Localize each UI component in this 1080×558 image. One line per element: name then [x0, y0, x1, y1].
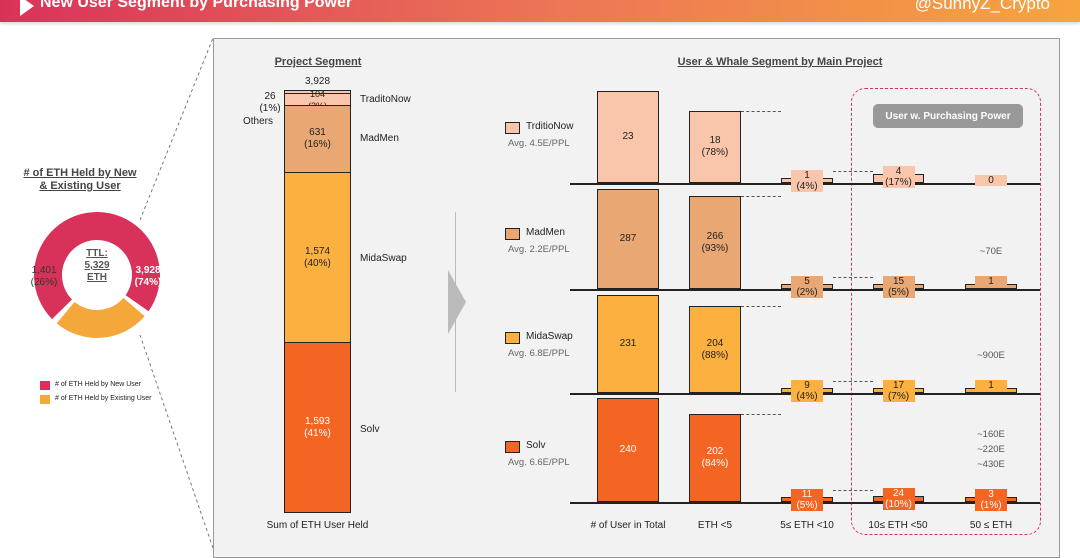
donut-chart	[34, 212, 160, 338]
connector-line	[741, 414, 781, 416]
legend-swatch	[505, 441, 520, 453]
header-bar: New User Segment by Purchasing Power @Su…	[0, 0, 1080, 22]
legend-swatch	[505, 332, 520, 344]
category-label: 50 ≤ ETH	[969, 520, 1013, 531]
bar: 266 (93%)	[689, 196, 741, 289]
stack-total-label: 3,928	[304, 76, 331, 87]
connector-line	[833, 277, 873, 278]
purchasing-power-badge: User w. Purchasing Power	[873, 104, 1023, 128]
page-title: New User Segment by Purchasing Power	[40, 0, 353, 11]
donut-title: # of ETH Held by New & Existing User	[23, 167, 137, 192]
category-label: 5≤ ETH <10	[780, 520, 834, 531]
bar-value-label: 24 (10%)	[882, 488, 915, 511]
bar-value-label: 3 (1%)	[975, 489, 1007, 511]
segment-madmen: 631 (16%)	[284, 105, 351, 173]
bar-value-label: 4 (17%)	[882, 166, 915, 189]
category-label: 10≤ ETH <50	[868, 520, 928, 531]
legend-swatch	[505, 122, 520, 134]
category-label: # of User in Total	[590, 520, 666, 531]
legend-label-new: # of ETH Held by New User	[55, 381, 141, 388]
bar-value-label: 5 (2%)	[791, 276, 823, 298]
segment-solv: 1,593 (41%)	[284, 342, 351, 513]
connector-line	[741, 306, 781, 308]
user-segment-title: User & Whale Segment by Main Project	[677, 56, 883, 68]
connector-line	[833, 490, 873, 491]
bar-value-label: 1	[975, 380, 1007, 391]
donut-slice-new-user	[34, 212, 160, 320]
donut-center-label: TTL: 5,329 ETH	[84, 248, 110, 283]
stack-name-madmen: MadMen	[360, 133, 399, 144]
avg-eth-per-user: Avg. 4.5E/PPL	[508, 138, 570, 149]
author-handle: @SunnyZ_Crypto	[914, 0, 1050, 13]
arrow-right-icon	[448, 270, 466, 334]
legend-label-existing: # of ETH Held by Existing User	[55, 395, 152, 402]
others-value: 26 (1%)	[259, 91, 281, 114]
bar-value-label: 9 (4%)	[791, 380, 823, 402]
project-name: MadMen	[526, 227, 565, 238]
bar: 240	[597, 398, 659, 502]
whale-note: ~160E ~220E ~430E	[977, 429, 1005, 470]
play-triangle-icon	[20, 0, 34, 16]
project-name: Solv	[526, 440, 546, 451]
project-name: TrditioNow	[526, 121, 574, 132]
stack-name-solv: Solv	[360, 424, 380, 435]
avg-eth-per-user: Avg. 2.2E/PPL	[508, 244, 570, 255]
bar: 287	[597, 189, 659, 289]
whale-note: ~70E	[979, 246, 1003, 257]
segment-midaswap: 1,574 (40%)	[284, 172, 351, 343]
bar: 23	[597, 91, 659, 183]
others-label: Others	[243, 116, 274, 127]
avg-eth-per-user: Avg. 6.8E/PPL	[508, 348, 570, 359]
donut-slice-existing-user	[56, 297, 145, 338]
donut-label-existing: 1,401 (26%)	[30, 265, 58, 288]
stack-xlabel: Sum of ETH User Held	[266, 520, 369, 531]
bar: 231	[597, 295, 659, 393]
category-label: ETH <5	[697, 520, 733, 531]
legend-swatch-existing	[40, 395, 50, 404]
project-name: MidaSwap	[526, 331, 573, 342]
avg-eth-per-user: Avg. 6.6E/PPL	[508, 457, 570, 468]
connector-line	[741, 111, 781, 112]
connector-line	[833, 381, 873, 382]
bar-value-label: 17 (7%)	[882, 380, 915, 402]
bar-value-label: 11 (5%)	[791, 489, 823, 511]
bar-value-label: 1 (4%)	[791, 170, 823, 192]
connector-line	[741, 196, 781, 198]
bar-value-label: 1	[975, 276, 1007, 287]
stack-name-midaswap: MidaSwap	[360, 253, 407, 264]
project-segment-title: Project Segment	[274, 56, 362, 68]
bar: 18 (78%)	[689, 111, 741, 183]
bar-value-label: 15 (5%)	[882, 276, 915, 298]
bar-value-label: 0	[975, 175, 1007, 186]
legend-swatch-new	[40, 381, 50, 390]
legend-swatch	[505, 228, 520, 240]
purchasing-power-highlight	[851, 88, 1041, 535]
whale-note: ~900E	[977, 350, 1005, 361]
stack-name-traditonow: TraditoNow	[360, 94, 411, 105]
bar: 202 (84%)	[689, 414, 741, 502]
bar: 204 (88%)	[689, 306, 741, 393]
connector-line	[833, 171, 873, 172]
donut-label-new: 3,928 (74%)	[134, 265, 162, 288]
